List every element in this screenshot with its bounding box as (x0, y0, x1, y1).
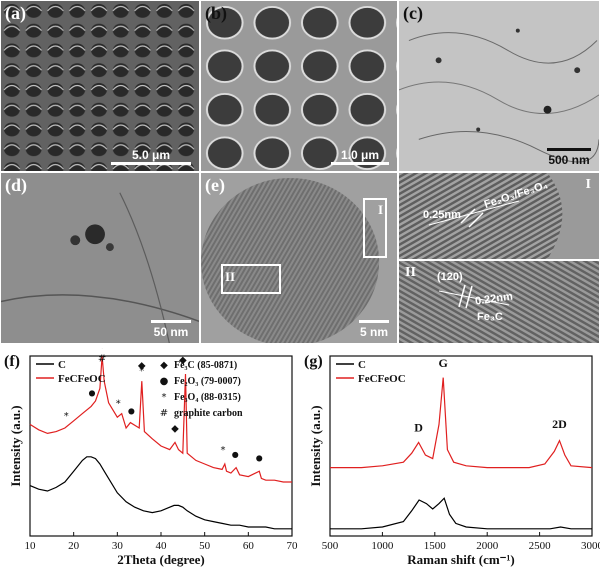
legend-entry: C (358, 359, 366, 371)
scale-line-e (359, 320, 389, 323)
lattice-fringes-ii (399, 261, 599, 343)
scale-bar-a: 5.0 μm (109, 148, 193, 167)
spacing-label-i: 0.25nm (423, 209, 461, 221)
sem-porous-texture-b (201, 1, 397, 171)
raman-chart-g: (g) 500 1000 1500 2000 2500 3000 Raman shift (c… (300, 348, 600, 575)
panel-label-f: (f) (4, 353, 20, 370)
tem-image-c: (c) 500 nm (398, 0, 600, 172)
phase-legend-symbol: ◆ (160, 360, 168, 371)
raman-chart-svg: (g) 500 1000 1500 2000 2500 3000 Raman shift (c… (304, 353, 600, 567)
legend-entry: FeCFeOC (358, 373, 406, 385)
hrtem-inset-i: I 0.25nm Fe₂O₃/Fe₃O₄ (398, 172, 600, 260)
sem-image-b: (b) 1.0 μm (200, 0, 398, 172)
peak-marker: ◆ (171, 424, 179, 435)
peak-marker: ● (256, 453, 263, 462)
peak-marker: # (98, 353, 106, 364)
x-tick-label: 10 (25, 540, 37, 552)
panel-label-b: (b) (205, 3, 227, 23)
phase-legend-entry: Fe₃O₄ (88-0315) (174, 392, 241, 403)
peak-marker: ◆ (179, 355, 187, 366)
peak-marker: ● (128, 407, 135, 416)
x-tick-label: 70 (287, 540, 299, 552)
scale-text-a: 5.0 μm (131, 148, 171, 162)
peak-label: D (414, 421, 423, 435)
scale-bar-c: 500 nm (545, 148, 593, 167)
scale-line-b (331, 162, 389, 165)
phase-legend-symbol: * (162, 392, 167, 403)
phase-legend-entry: Fe₂O₃ (79-0007) (174, 376, 241, 387)
x-tick-label: 2500 (529, 540, 552, 552)
scale-text-c: 500 nm (548, 153, 590, 167)
peak-marker: * (221, 445, 226, 456)
panel-label-a: (a) (5, 3, 26, 23)
x-tick-label: 1500 (424, 540, 447, 552)
spacing-marker-i (428, 200, 520, 228)
x-axis-label: 2Theta (degree) (117, 552, 204, 567)
phase-legend-symbol: ● (160, 376, 169, 387)
x-tick-label: 20 (68, 540, 80, 552)
region-box-ii: II (221, 264, 281, 294)
region-box-i-label: I (377, 202, 383, 217)
region-box-i: I (363, 198, 387, 258)
sem-image-a: (a) 5.0 μm (0, 0, 200, 172)
legend-entry: C (58, 359, 66, 371)
phase-legend-entry: graphite carbon (174, 408, 243, 419)
plot-frame (329, 355, 593, 537)
x-tick-label: 500 (322, 540, 339, 552)
peak-marker: * (139, 366, 144, 377)
scale-line-c (547, 148, 591, 151)
inset-tag-i: I (585, 177, 591, 192)
xrd-chart-svg: (f) 10 20 30 40 50 60 70 2Theta (degree) Intensit… (4, 348, 299, 567)
peak-marker: * (116, 398, 121, 409)
region-box-ii-label: II (225, 269, 236, 284)
scale-text-e: 5 nm (359, 325, 388, 339)
x-tick-label: 40 (156, 540, 168, 552)
series-line-fecfeoc (330, 377, 593, 469)
peak-marker: * (64, 411, 69, 422)
phase-legend-entry: Fe₃C (85-0871) (174, 360, 237, 371)
peak-marker: ● (232, 450, 239, 459)
panel-label-e: (e) (205, 175, 225, 195)
tem-particle-texture-d (1, 173, 199, 343)
xrd-chart-f: (f) 10 20 30 40 50 60 70 2Theta (degree) Intensit… (0, 348, 300, 575)
x-tick-label: 1000 (371, 540, 394, 552)
spacing-marker-ii (438, 284, 510, 309)
x-tick-label: 50 (199, 540, 211, 552)
scale-line-d (151, 320, 191, 323)
panel-label-g: (g) (304, 353, 323, 370)
x-tick-label: 3000 (581, 540, 600, 552)
series-line-fecfeoc (29, 355, 292, 483)
peak-label: G (439, 356, 448, 370)
panel-label-d: (d) (5, 175, 27, 195)
x-tick-label: 2000 (476, 540, 499, 552)
y-axis-label: Intensity (a.u.) (8, 405, 23, 486)
hrtem-inset-ii: II (120) 0.22nm Fe₃C (398, 260, 600, 344)
series-line-c (330, 497, 592, 530)
tem-image-d: (d) 50 nm (0, 172, 200, 344)
peak-label: 2D (552, 417, 567, 431)
peak-marker: ◆ (98, 348, 106, 350)
plane-label-ii: (120) (437, 271, 463, 283)
hrtem-image-e: (e) I II 5 nm (200, 172, 398, 344)
inset-tag-ii: II (405, 265, 416, 280)
scale-line-a (111, 162, 191, 165)
x-axis-label: Raman shift (cm⁻¹) (407, 552, 515, 567)
sem-porous-texture-a (1, 1, 199, 171)
panel-label-c: (c) (403, 3, 423, 23)
scale-bar-d: 50 nm (149, 320, 193, 339)
phase-label-ii: Fe₃C (477, 311, 503, 323)
scale-bar-b: 1.0 μm (329, 148, 391, 167)
scale-text-d: 50 nm (153, 325, 189, 339)
y-axis-label: Intensity (a.u.) (308, 405, 323, 486)
peak-marker: ● (89, 389, 96, 398)
legend-entry: FeCFeOC (58, 373, 106, 385)
scale-bar-e: 5 nm (357, 320, 391, 339)
phase-legend-symbol: # (160, 408, 168, 419)
x-tick-label: 30 (112, 540, 124, 552)
scale-text-b: 1.0 μm (340, 148, 380, 162)
tem-sheet-texture-c (399, 1, 599, 171)
series-line-c (29, 456, 292, 530)
peak-marker: ◆ (138, 361, 146, 372)
x-tick-label: 60 (243, 540, 255, 552)
